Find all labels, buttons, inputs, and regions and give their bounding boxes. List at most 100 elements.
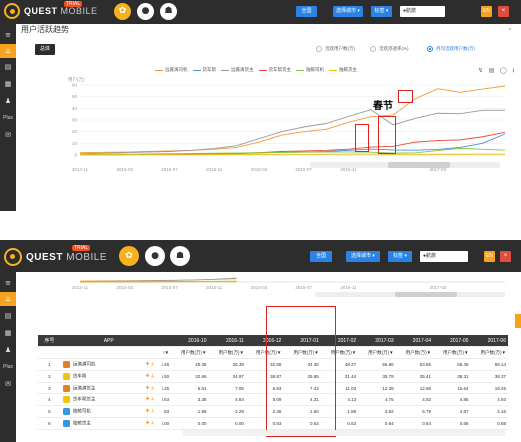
sidebar-item-plus[interactable]: Plus [3,115,13,121]
top-navbar: QUEST MOBILE TRIAL ✿ ● ☗ 全国 选择城市 ▾ 标签 ▾ … [0,240,521,272]
legend-swatch [192,69,201,71]
sort-header[interactable]: 用户数(万)▼ [208,346,246,360]
app-cell[interactable]: 陆鲸司机 ✚ ⊥ [60,405,157,419]
sort-header[interactable]: 用户数(万)▼ [171,346,209,360]
sort-header[interactable]: 用户数(万)▼ [433,346,471,360]
platform-all-icon[interactable]: ✿ [119,246,139,266]
brand-logo[interactable]: QUEST MOBILE [4,3,98,19]
highlight-box [378,116,396,154]
grid-icon[interactable]: ▦ [4,329,12,337]
radio-active-users[interactable]: 活跃用户数(万) [316,46,355,52]
chart-tools[interactable]: ↯ ▤ ◯ ⭳ [478,68,517,74]
app-cell[interactable]: 货车帮 ✚ ⊥ [60,370,157,383]
total-button[interactable]: 总体 [35,44,55,55]
chart-range-slider[interactable] [395,292,457,297]
row-actions-icon[interactable]: ✚ ⊥ [145,372,155,378]
mail-icon[interactable]: ✉ [5,131,11,139]
database-icon[interactable]: ▤ [4,63,12,71]
sort-header [38,346,61,360]
category-input[interactable]: ●航旅 [400,6,445,17]
legend-item[interactable]: 远嘉滴司机 [155,67,188,73]
app-cell[interactable]: 运满满货主 ✚ ⊥ [60,382,157,395]
col-month-header: 2016-10 [171,335,209,348]
radio-monthly-active[interactable]: 月均活跃用户数(万) [427,46,475,52]
collapse-icon[interactable]: ⌄ [507,25,513,32]
trend-chart: 用户(万)60 50 40 30 20 10 0 2014-11 2015-03 2015-07 2… [68,76,506,172]
legend-item[interactable]: 远嘉滴货主 [221,67,254,73]
category-input[interactable]: ●航旅 [420,251,468,262]
legend-item[interactable]: 陆鲸司机 [296,67,324,73]
radio-penetration[interactable]: 活跃渗透率(%) [370,46,409,52]
app-cell[interactable]: 陆鲸货主 ✚ ⊥ [60,417,157,430]
sort-header[interactable]: 用户数(万)▼ [395,346,434,360]
value-cell: 0.00 [208,417,246,430]
user-icon[interactable]: ♟ [4,346,12,354]
close-button[interactable]: × [500,251,511,262]
sort-header[interactable]: I▼ [156,346,172,360]
value-cell: 1.98 [171,405,209,419]
tag-select[interactable]: 标签 ▾ [388,251,412,262]
android-icon[interactable]: ☗ [170,246,190,266]
sidebar-item-plus[interactable]: Plus [3,364,13,370]
logo-icon [4,3,20,19]
app-name: 货车帮 [72,373,87,379]
apple-icon[interactable]: ● [137,3,154,20]
home-icon[interactable]: ⌂ [0,44,16,58]
col-month-header: 2016-12 [245,335,284,348]
country-button[interactable]: 全国 [296,6,317,17]
menu-icon[interactable]: ≡ [5,31,11,39]
chart-range-slider[interactable] [388,162,450,168]
sidebar: ≡ ⌂ ▤ ▦ ♟ Plus ✉ [0,24,16,211]
legend-item[interactable]: 陆鲸货主 [329,67,357,73]
horizontal-scrollbar[interactable] [183,430,505,436]
apple-icon[interactable]: ● [145,246,165,266]
sort-header[interactable]: 用户数(万)▼ [245,346,284,360]
legend-item[interactable]: 货车帮货主 [258,67,291,73]
sort-header[interactable]: 用户数(万)▼ [358,346,396,360]
col-index-header: 序号 [38,335,61,348]
row-actions-icon[interactable]: ✚ ⊥ [145,360,155,366]
radio-dot-icon [316,46,322,52]
col-month-header: 2017-05 [433,335,471,348]
legend-label: 陆鲸货主 [339,67,357,72]
value-cell: 3.38 [171,393,209,407]
home-icon[interactable]: ⌂ [0,292,16,306]
database-icon[interactable]: ▤ [4,312,12,320]
language-button[interactable]: EN [481,6,492,17]
language-button[interactable]: EN [484,251,495,262]
sort-header[interactable]: 用户数(万)▼ [320,346,359,360]
trial-badge: TRIAL [72,245,91,251]
row-actions-icon[interactable]: ✚ ⊥ [145,396,155,402]
side-panel-tab[interactable] [515,314,521,328]
city-select[interactable]: 选择城市 ▾ [346,251,380,262]
row-actions-icon[interactable]: ✚ ⊥ [145,384,155,390]
platform-all-icon[interactable]: ✿ [114,3,131,20]
value-cell: 4.87 [433,405,471,419]
legend-item[interactable]: 货车帮 [192,67,216,73]
country-button[interactable]: 全国 [310,251,332,262]
close-button[interactable]: × [498,6,509,17]
city-select[interactable]: 选择城市 ▾ [333,6,363,17]
android-icon[interactable]: ☗ [160,3,177,20]
brand-logo[interactable]: QUEST MOBILE [4,248,107,266]
user-icon[interactable]: ♟ [4,97,12,105]
series-line [79,85,506,154]
app-cell[interactable]: 货车帮货主 ✚ ⊥ [60,393,157,407]
value-cell: 38.37 [470,370,508,383]
x-tick-label: 2017-03 [430,285,447,290]
app-icon [62,408,70,416]
row-actions-icon[interactable]: ✚ ⊥ [145,408,155,414]
app-name: 陆鲸货主 [72,420,91,426]
app-cell[interactable]: 运满满司机 ✚ ⊥ [60,358,157,371]
menu-icon[interactable]: ≡ [5,279,11,287]
value-cell: 34.97 [208,370,246,383]
row-actions-icon[interactable]: ✚ ⊥ [145,419,155,425]
tag-select[interactable]: 标签 ▾ [371,6,392,17]
x-tick-label: 2015-07 [161,167,178,172]
mail-icon[interactable]: ✉ [5,380,11,388]
sort-header[interactable]: 用户数(万)▼ [283,346,321,360]
truncated-cell: i.50 [156,370,172,383]
sort-header[interactable]: 用户数(万)▼ [470,346,508,360]
row-index: 3 [38,382,61,395]
grid-icon[interactable]: ▦ [4,80,12,88]
